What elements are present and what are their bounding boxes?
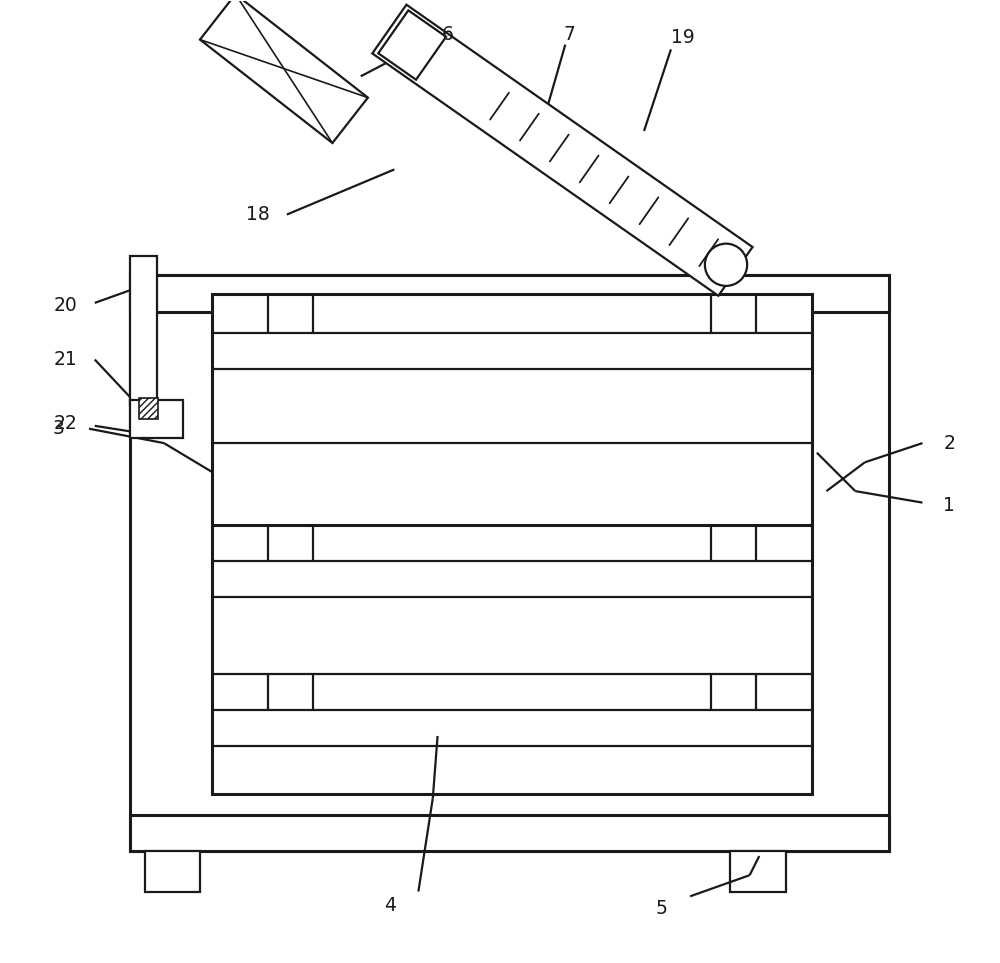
- Bar: [130, 275, 889, 851]
- Polygon shape: [372, 5, 753, 296]
- Text: 6: 6: [441, 25, 453, 44]
- Text: 1: 1: [943, 496, 955, 515]
- Text: 4: 4: [384, 897, 396, 916]
- Text: 5: 5: [655, 899, 667, 919]
- Circle shape: [705, 244, 747, 286]
- Text: 21: 21: [54, 351, 78, 369]
- Bar: [212, 295, 812, 794]
- Bar: [145, 851, 200, 892]
- Text: 3: 3: [52, 419, 64, 438]
- Text: 19: 19: [671, 28, 694, 47]
- Text: 18: 18: [246, 205, 270, 224]
- Bar: [730, 851, 786, 892]
- Text: 20: 20: [54, 297, 78, 315]
- Text: 22: 22: [54, 414, 78, 433]
- Bar: [130, 400, 183, 438]
- Bar: [139, 398, 158, 419]
- Text: 7: 7: [563, 25, 575, 44]
- Bar: [130, 275, 889, 312]
- Text: 2: 2: [943, 433, 955, 453]
- Bar: [130, 815, 889, 851]
- Polygon shape: [200, 0, 368, 143]
- Bar: [130, 256, 157, 404]
- Polygon shape: [378, 11, 446, 80]
